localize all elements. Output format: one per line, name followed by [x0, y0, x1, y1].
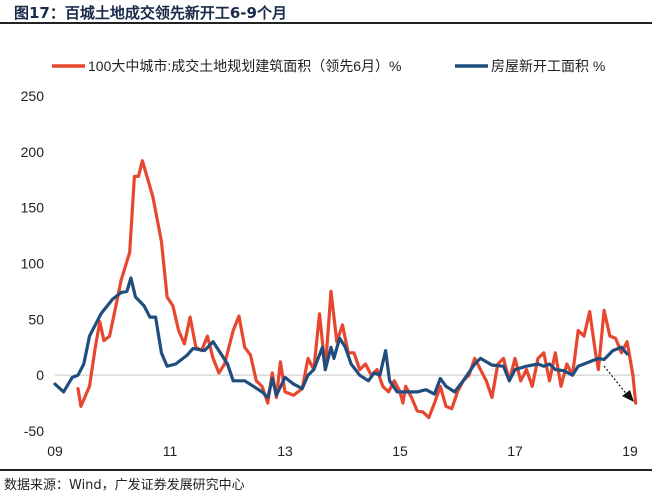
title-rule: [0, 22, 652, 24]
y-tick-label: 50: [28, 311, 44, 327]
series-line-2: [53, 276, 629, 400]
y-tick-label: 0: [36, 367, 44, 383]
line-chart: -50 0 50 100 150 200 250 09 11 13 15 17 19 100大中城市:成交…: [21, 58, 640, 459]
figure-title: 图17：百城土地成交领先新开工6-9个月: [14, 4, 287, 22]
y-tick-label: 250: [21, 88, 45, 104]
legend-label-2: 房屋新开工面积 %: [491, 58, 605, 74]
x-tick-label: 19: [622, 443, 638, 459]
x-tick-label: 09: [47, 443, 63, 459]
y-tick-label: 200: [21, 144, 45, 160]
y-tick-label: 100: [21, 256, 45, 272]
annotation-arrow-head: [622, 390, 634, 402]
x-tick-label: 15: [392, 443, 408, 459]
source-note: 数据来源：Wind，广发证券发展研究中心: [4, 478, 245, 493]
x-tick-label: 17: [507, 443, 523, 459]
annotation-arrow-line: [603, 365, 629, 397]
legend-label-1: 100大中城市:成交土地规划建筑面积（领先6月）%: [88, 58, 401, 74]
y-tick-label: 150: [21, 200, 45, 216]
bottom-rule: [0, 469, 652, 471]
y-tick-label: -50: [24, 423, 44, 439]
series-line-1: [76, 159, 638, 420]
x-tick-label: 13: [277, 443, 293, 459]
x-tick-label: 11: [163, 443, 178, 459]
